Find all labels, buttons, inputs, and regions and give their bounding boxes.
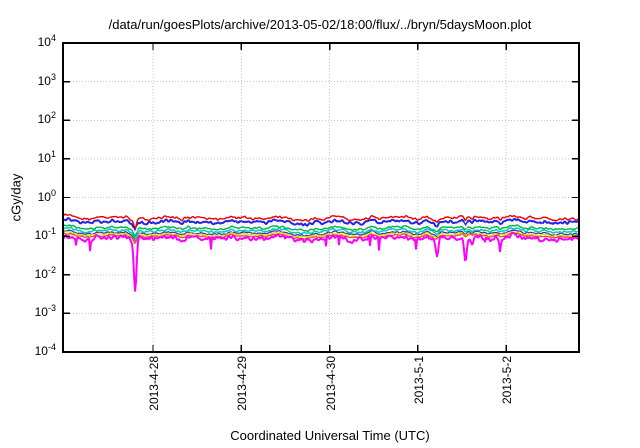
- y-tick-label: 10-3: [34, 303, 56, 320]
- y-tick-label: 102: [37, 110, 56, 127]
- y-tick-label: 100: [37, 187, 56, 204]
- y-tick-label: 10-1: [34, 226, 56, 243]
- x-tick-label: 2013-4-29: [235, 356, 250, 411]
- y-tick-label: 103: [37, 71, 56, 88]
- series-line-orange-red: [62, 232, 580, 244]
- y-axis-label: cGy/day: [8, 173, 24, 222]
- grid-lines: [64, 44, 578, 351]
- data-series: [62, 213, 580, 292]
- x-tick-label: 2013-4-28: [147, 356, 161, 411]
- plot-title: /data/run/goesPlots/archive/2013-05-02/1…: [108, 17, 532, 32]
- x-tick-label: 2013-5-1: [411, 356, 426, 405]
- axis-ticks: [63, 42, 579, 353]
- series-line-blue: [62, 217, 580, 231]
- plot-frame: [62, 42, 580, 353]
- x-tick-label: 2013-4-30: [323, 356, 338, 411]
- series-line-white: [62, 221, 580, 234]
- series-line-yellow: [62, 231, 580, 244]
- y-tick-label: 10-4: [34, 342, 56, 359]
- y-tick-label: 10-2: [34, 264, 56, 281]
- x-tick-label: 2013-5-2: [500, 356, 515, 405]
- frame-border: [62, 42, 580, 353]
- x-axis-label: Coordinated Universal Time (UTC): [230, 428, 430, 443]
- series-line-cyan: [62, 226, 580, 240]
- series-line-magenta: [62, 231, 580, 292]
- y-tick-label: 104: [37, 33, 56, 50]
- series-line-green: [62, 224, 580, 237]
- series-line-red: [62, 213, 580, 229]
- y-tick-label: 101: [37, 148, 56, 165]
